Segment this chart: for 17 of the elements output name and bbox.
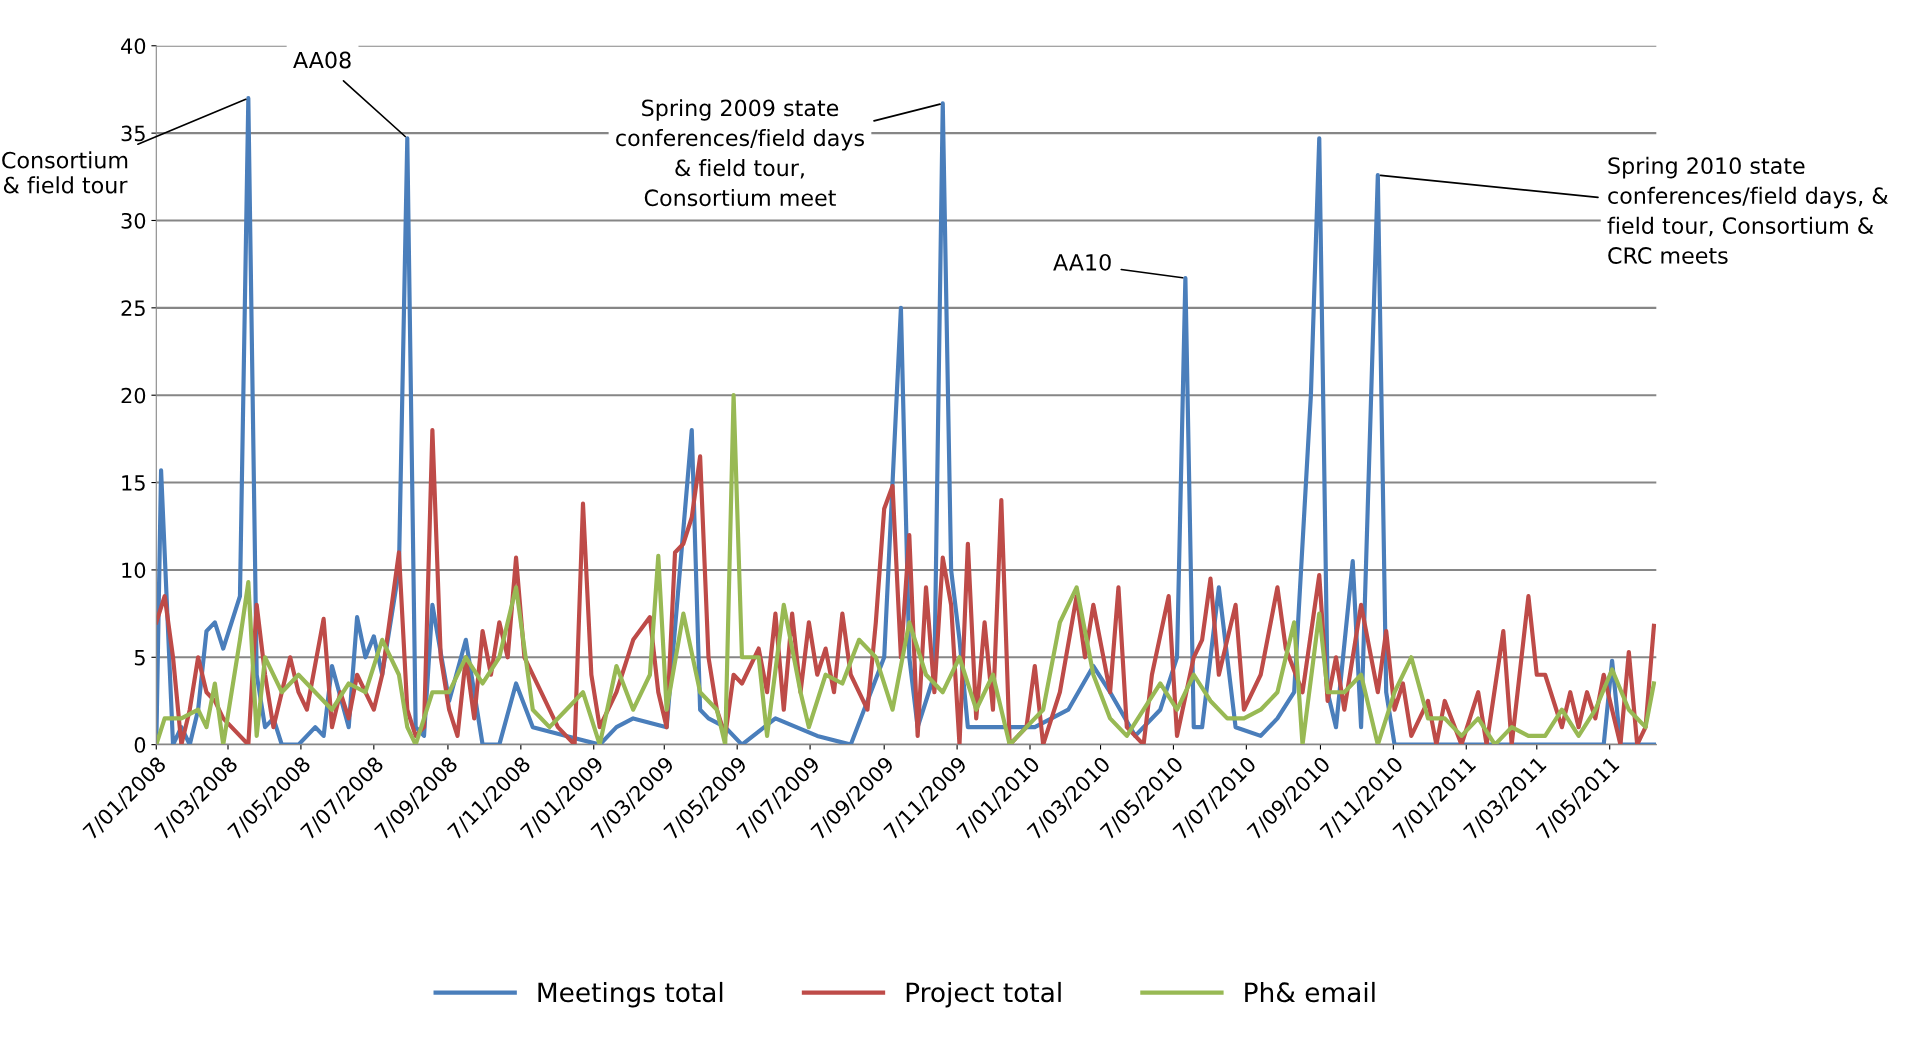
annotation: Spring 2009 state conferences/field days & field tour, Consortium meet: [616, 99, 864, 207]
y-tick-label: 15: [122, 475, 145, 491]
annotation: AA08: [293, 51, 351, 69]
legend-label: Meetings total: [538, 981, 723, 1008]
y-tick-label: 5: [134, 650, 145, 666]
y-tick-label: 35: [121, 125, 145, 142]
legend-label: Project total: [906, 981, 1061, 1008]
y-tick-label: 30: [121, 212, 146, 229]
y-tick-label: 40: [121, 38, 146, 54]
annotation: Spring 2010 state conferences/field days, & field tour, Consortium & CRC meets: [1607, 156, 1888, 264]
legend-label: Ph& email: [1245, 981, 1375, 1003]
annotation: AA10: [1053, 253, 1111, 271]
y-tick-label: 10: [122, 562, 146, 579]
annotation: Consortium & field tour: [2, 151, 128, 194]
y-tick-label: 25: [121, 300, 145, 317]
y-tick-label: 0: [134, 737, 146, 753]
y-tick-label: 20: [121, 387, 146, 404]
